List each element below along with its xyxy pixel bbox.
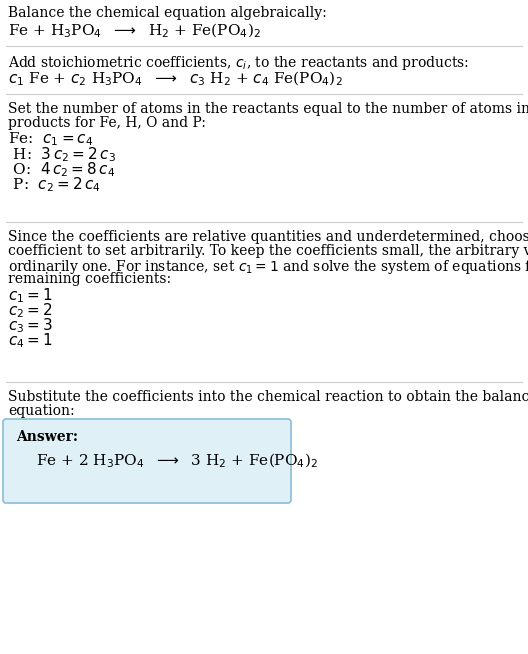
Text: $c_4 = 1$: $c_4 = 1$ — [8, 331, 53, 350]
Text: $c_2 = 2$: $c_2 = 2$ — [8, 301, 52, 320]
Text: Add stoichiometric coefficients, $c_i$, to the reactants and products:: Add stoichiometric coefficients, $c_i$, … — [8, 54, 469, 72]
FancyBboxPatch shape — [3, 419, 291, 503]
Text: O:  $4\,c_2 = 8\,c_4$: O: $4\,c_2 = 8\,c_4$ — [8, 160, 116, 179]
Text: Fe + 2 H$_3$PO$_4$  $\longrightarrow$  3 H$_2$ + Fe(PO$_4$)$_2$: Fe + 2 H$_3$PO$_4$ $\longrightarrow$ 3 H… — [36, 452, 318, 470]
Text: H:  $3\,c_2 = 2\,c_3$: H: $3\,c_2 = 2\,c_3$ — [8, 145, 116, 164]
Text: Balance the chemical equation algebraically:: Balance the chemical equation algebraica… — [8, 6, 327, 20]
Text: ordinarily one. For instance, set $c_1 = 1$ and solve the system of equations fo: ordinarily one. For instance, set $c_1 =… — [8, 258, 528, 276]
Text: Fe + H$_3$PO$_4$  $\longrightarrow$  H$_2$ + Fe(PO$_4$)$_2$: Fe + H$_3$PO$_4$ $\longrightarrow$ H$_2$… — [8, 22, 261, 41]
Text: Fe:  $c_1 = c_4$: Fe: $c_1 = c_4$ — [8, 130, 93, 148]
Text: Set the number of atoms in the reactants equal to the number of atoms in the: Set the number of atoms in the reactants… — [8, 102, 528, 116]
Text: $c_1$ Fe + $c_2$ H$_3$PO$_4$  $\longrightarrow$  $c_3$ H$_2$ + $c_4$ Fe(PO$_4$)$: $c_1$ Fe + $c_2$ H$_3$PO$_4$ $\longright… — [8, 70, 343, 88]
Text: Answer:: Answer: — [16, 430, 78, 444]
Text: coefficient to set arbitrarily. To keep the coefficients small, the arbitrary va: coefficient to set arbitrarily. To keep … — [8, 244, 528, 258]
Text: $c_3 = 3$: $c_3 = 3$ — [8, 316, 53, 335]
Text: P:  $c_2 = 2\,c_4$: P: $c_2 = 2\,c_4$ — [8, 175, 101, 194]
Text: products for Fe, H, O and P:: products for Fe, H, O and P: — [8, 116, 206, 130]
Text: Substitute the coefficients into the chemical reaction to obtain the balanced: Substitute the coefficients into the che… — [8, 390, 528, 404]
Text: remaining coefficients:: remaining coefficients: — [8, 272, 171, 286]
Text: equation:: equation: — [8, 404, 74, 418]
Text: Since the coefficients are relative quantities and underdetermined, choose a: Since the coefficients are relative quan… — [8, 230, 528, 244]
Text: $c_1 = 1$: $c_1 = 1$ — [8, 286, 53, 305]
